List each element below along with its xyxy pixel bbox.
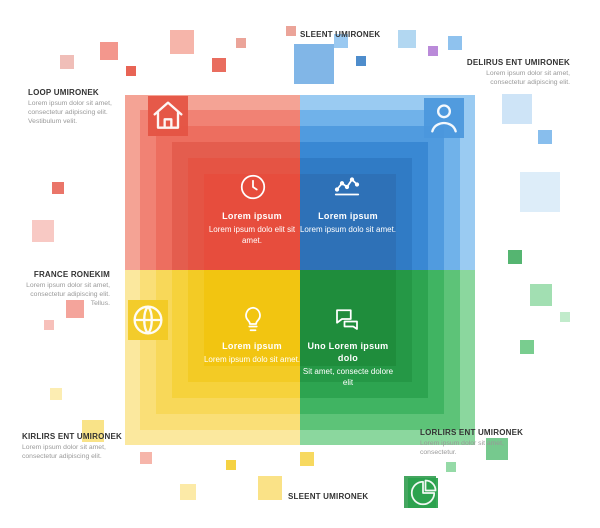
callout-loop-title: LOOP UMIRONEK <box>28 88 138 97</box>
callout-kirlirs-title: KIRLIRS ENT UMIRONEK <box>22 432 132 441</box>
callout-sleent-top: SLEENT UMIRONEK <box>300 30 410 41</box>
quad-yellow-text: Lorem ipsum Lorem ipsum dolo sit amet. <box>202 340 302 366</box>
globe-icon <box>128 300 168 340</box>
callout-sleent-top-title: SLEENT UMIRONEK <box>300 30 410 39</box>
quad-green-body: Sit amet, consecte dolore elit <box>298 367 398 389</box>
quad-green-text: Uno Lorem ipsum dolo Sit amet, consecte … <box>298 340 398 389</box>
quad-yellow-body: Lorem ipsum dolo sit amet. <box>202 355 302 366</box>
callout-lorlirs: LORLIRS ENT UMIRONEK Lorem ipsum dolor s… <box>420 428 530 457</box>
callout-loop-body: Lorem ipsum dolor sit amet, consectetur … <box>28 99 138 127</box>
callout-sleent-bottom: SLEENT UMIRONEK <box>288 492 398 503</box>
callout-kirlirs-body: Lorem ipsum dolor sit amet, consectetur … <box>22 443 132 461</box>
callout-delirus-body: Lorem ipsum dolor sit amet, consectetur … <box>460 69 570 87</box>
chart-line-icon <box>332 172 362 202</box>
callout-kirlirs: KIRLIRS ENT UMIRONEK Lorem ipsum dolor s… <box>22 432 132 461</box>
lightbulb-icon <box>238 304 268 334</box>
chat-bubbles-icon <box>332 304 362 334</box>
globe-icon-box <box>128 300 168 340</box>
house-icon <box>148 96 188 136</box>
callout-france: FRANCE RONEKIM Lorem ipsum dolor sit ame… <box>14 270 110 309</box>
clock-icon <box>238 172 268 202</box>
quad-green-title: Uno Lorem ipsum dolo <box>298 340 398 364</box>
callout-delirus-title: DELIRUS ENT UMIRONEK <box>460 58 570 67</box>
callout-delirus: DELIRUS ENT UMIRONEK Lorem ipsum dolor s… <box>460 58 570 87</box>
quad-blue-body: Lorem ipsum dolo sit amet. <box>298 225 398 236</box>
callout-lorlirs-body: Lorem ipsum dolor sit amet, consectetur. <box>420 439 530 457</box>
quad-blue-text: Lorem ipsum Lorem ipsum dolo sit amet. <box>298 210 398 236</box>
quad-red-body: Lorem ipsum dolo elit sit amet. <box>202 225 302 247</box>
pie-icon-box <box>408 478 438 508</box>
callout-loop: LOOP UMIRONEK Lorem ipsum dolor sit amet… <box>28 88 138 127</box>
quad-red-text: Lorem ipsum Lorem ipsum dolo elit sit am… <box>202 210 302 247</box>
callout-france-body: Lorem ipsum dolor sit amet, consectetur … <box>14 281 110 309</box>
quad-blue-title: Lorem ipsum <box>298 210 398 222</box>
quad-red-title: Lorem ipsum <box>202 210 302 222</box>
person-icon-box <box>424 98 464 138</box>
callout-lorlirs-title: LORLIRS ENT UMIRONEK <box>420 428 530 437</box>
quad-yellow-title: Lorem ipsum <box>202 340 302 352</box>
person-icon <box>424 98 464 138</box>
house-icon-box <box>148 96 188 136</box>
callout-france-title: FRANCE RONEKIM <box>14 270 110 279</box>
infographic-canvas: { "layout": { "width": 600, "height": 52… <box>0 0 600 528</box>
callout-sleent-bottom-title: SLEENT UMIRONEK <box>288 492 398 501</box>
pie-icon <box>408 478 438 508</box>
